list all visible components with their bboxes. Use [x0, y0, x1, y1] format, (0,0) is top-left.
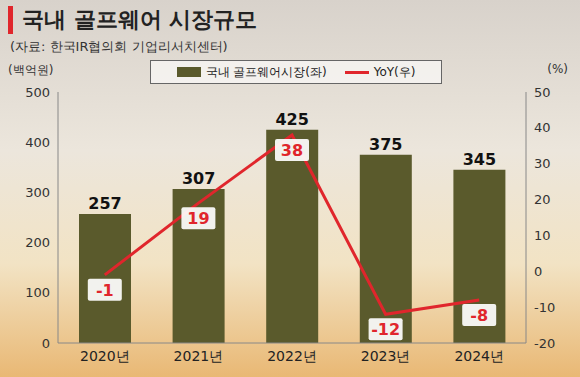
- svg-text:425: 425: [275, 110, 308, 129]
- html-text:YoY(우): YoY(우): [373, 64, 416, 79]
- svg-text:2024년: 2024년: [454, 348, 504, 364]
- svg-text:-8: -8: [470, 306, 488, 325]
- svg-text:-20: -20: [534, 336, 555, 351]
- svg-text:100: 100: [25, 285, 50, 300]
- svg-text:300: 300: [25, 185, 50, 200]
- svg-text:2021년: 2021년: [174, 348, 224, 364]
- svg-text:38: 38: [281, 141, 303, 160]
- svg-text:20: 20: [534, 192, 551, 207]
- svg-text:50: 50: [534, 85, 551, 100]
- svg-text:0: 0: [534, 264, 542, 279]
- svg-text:400: 400: [25, 135, 50, 150]
- svg-text:200: 200: [25, 235, 50, 250]
- svg-text:2022년: 2022년: [267, 348, 317, 364]
- svg-text:307: 307: [182, 169, 215, 188]
- html-text:국내 골프웨어 시장규모: 국내 골프웨어 시장규모: [22, 7, 258, 32]
- svg-text:-1: -1: [96, 281, 114, 300]
- svg-text:2023년: 2023년: [361, 348, 411, 364]
- svg-text:30: 30: [534, 156, 551, 171]
- svg-text:40: 40: [534, 120, 551, 135]
- svg-text:19: 19: [187, 209, 209, 228]
- svg-text:-12: -12: [371, 320, 400, 339]
- svg-text:500: 500: [25, 85, 50, 100]
- svg-text:345: 345: [463, 150, 496, 169]
- svg-text:375: 375: [369, 135, 402, 154]
- svg-text:257: 257: [88, 194, 121, 213]
- svg-text:0: 0: [42, 336, 50, 351]
- html-text:(자료: 한국IR협의회 기업리서치센터): (자료: 한국IR협의회 기업리서치센터): [10, 39, 228, 54]
- html-text:(백억원): (백억원): [8, 63, 54, 77]
- svg-text:10: 10: [534, 228, 551, 243]
- html-text:국내 골프웨어시장(좌): 국내 골프웨어시장(좌): [205, 64, 327, 79]
- svg-text:-10: -10: [534, 300, 555, 315]
- svg-text:2020년: 2020년: [80, 348, 130, 364]
